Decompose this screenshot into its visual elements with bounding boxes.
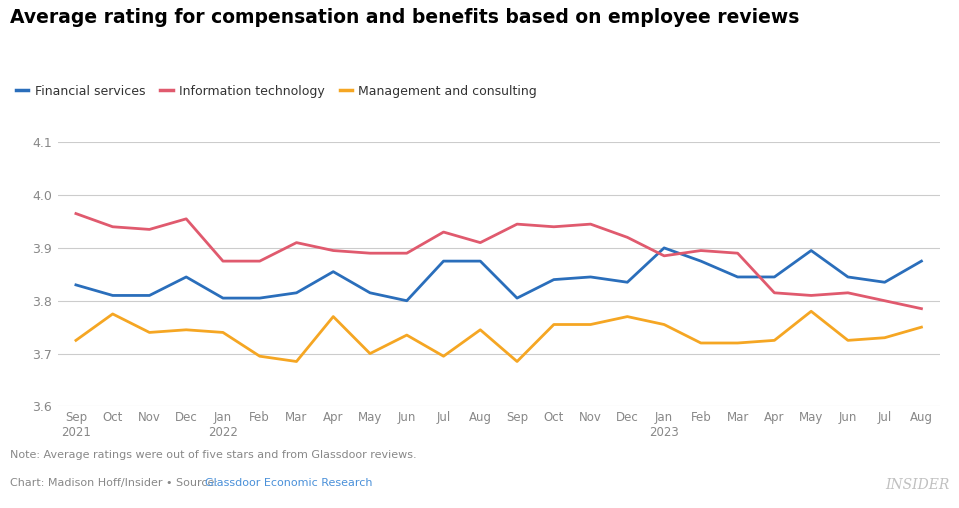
Text: Note: Average ratings were out of five stars and from Glassdoor reviews.: Note: Average ratings were out of five s… <box>10 450 416 460</box>
Legend: Financial services, Information technology, Management and consulting: Financial services, Information technolo… <box>16 85 537 98</box>
Text: Chart: Madison Hoff/Insider • Source:: Chart: Madison Hoff/Insider • Source: <box>10 478 222 488</box>
Text: INSIDER: INSIDER <box>885 478 949 492</box>
Text: Glassdoor Economic Research: Glassdoor Economic Research <box>204 478 372 488</box>
Text: Average rating for compensation and benefits based on employee reviews: Average rating for compensation and bene… <box>10 8 799 26</box>
